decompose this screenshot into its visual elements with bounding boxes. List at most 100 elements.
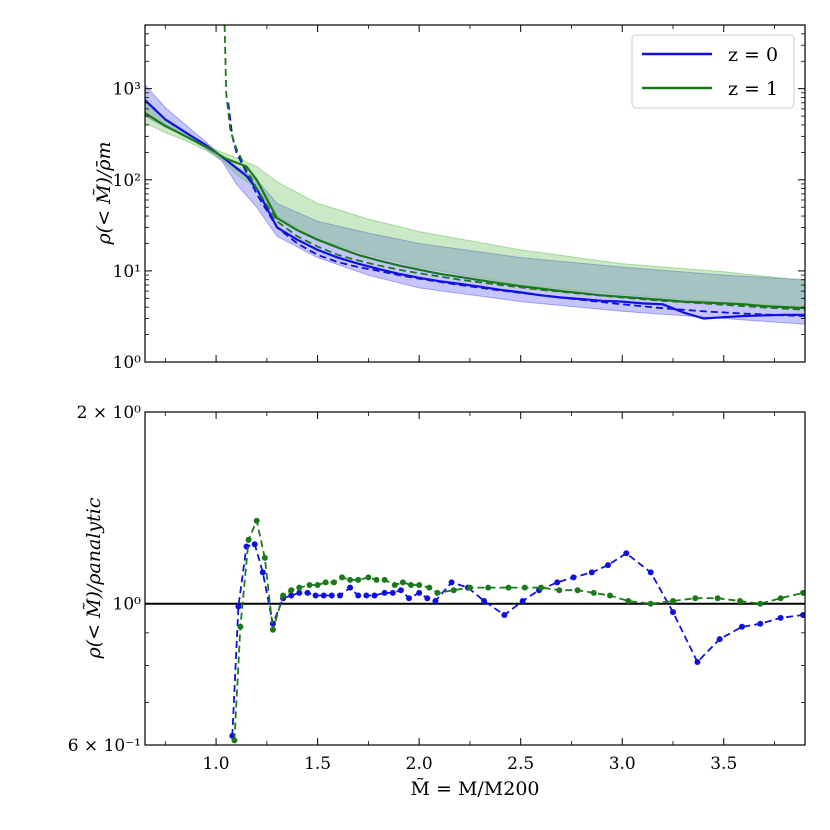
bottom-series-1-point [538,584,544,591]
bottom-series-0-point [432,598,439,604]
bottom-series-0-point [519,598,526,604]
bottom-series-1-point [556,587,563,594]
bottom-series-0-point [588,569,595,576]
bottom-series-1-point [261,554,268,561]
top-series-3 [223,25,805,311]
top-ylabel: ρ(< M̃)/ρ̄m [93,142,115,246]
bottom-series-0-point [800,612,805,618]
bottom-series-1-point [347,576,354,583]
bottom-series-0-point [605,562,611,569]
bottom-series-1-point [466,584,473,591]
bottom-series-1-point [757,600,764,607]
bottom-series-1-point [391,582,398,588]
bottom-series-0-point [251,541,258,548]
bottom-series-0-point [269,620,276,627]
bottom-series-0-point [371,592,378,599]
bottom-series-0-point [623,550,630,557]
bottom-series-0-point [337,592,343,599]
bottom-series-1-point [574,587,581,594]
bottom-series-1-point [339,574,345,581]
bottom-series-1-point [434,589,441,596]
bottom-series-1-point [450,587,457,594]
bottom-series-0-point [389,589,396,596]
bottom-series-0-point [406,595,412,602]
bottom-ratio-panel: 1.0 1.5 2.0 2.5 3.0 3.5 6 × 10⁻¹ 10⁰ 2 × 10⁰ ρ(<… [68,403,806,800]
band-z1 [145,102,805,308]
bottom-series-1-point [355,576,362,583]
bottom-series-1-point [692,595,699,602]
bottom-series-0-point [757,620,764,627]
bottom-series-0-point [716,636,723,643]
bottom-series-1-point [426,584,433,591]
bottom-series-1-point [485,584,492,591]
bottom-series-0-point [501,612,508,618]
bottom-series-0-point [296,589,303,596]
bottom-series-0-point [694,659,701,665]
bottom-series-1-point [381,576,388,583]
bottom-series-0-point [416,589,423,596]
bottom-series-1-point [777,595,784,602]
bottom-series-1-point [288,587,295,594]
bottom-series-0-point [777,614,784,621]
bottom-series-1-point [245,536,252,543]
bottom-series-0-point [259,569,266,576]
bottom-series-0-point [554,579,561,586]
bottom-series-0-point [481,598,488,604]
bottom-series-1-point [231,737,238,744]
bottom-series-0-point [570,574,577,581]
bottom-series-0-point [448,579,455,586]
bottom-series-0-point [304,589,311,596]
bottom-ylabel: ρ(< M̃)/ρanalytic [83,497,105,659]
bottom-series-1-point [607,592,613,599]
bottom-series-1-point [521,584,528,591]
top-ytick-label-1: 10¹ [113,262,141,282]
top-density-panel: 10⁰ 10¹ 10² 10³ ρ(< M̃)/ρ̄m z = 0 z = 1 [93,24,806,373]
bottom-series-0-point [328,592,335,599]
bottom-series-0-point [363,592,370,599]
top-tick-layer: 10⁰ 10¹ 10² 10³ [113,25,805,373]
bottom-series-0-point [739,623,745,630]
bottom-ytick-label-2: 2 × 10⁰ [77,403,141,423]
bottom-series-0-point [397,587,404,594]
top-axes-frame [144,24,806,363]
bottom-series-1-point [306,582,313,588]
bottom-tick-layer: 1.0 1.5 2.0 2.5 3.0 3.5 6 × 10⁻¹ 10⁰ 2 × 10⁰ [68,403,805,774]
top-series-2 [227,102,805,317]
bottom-series-0 [231,543,804,736]
x-axis-label: M̃ = M/M200 [410,778,539,800]
bottom-ytick-label-0: 6 × 10⁻¹ [68,736,141,756]
xtick-label-1: 1.5 [304,754,331,774]
bottom-series-1-point [314,582,321,588]
xtick-label-5: 3.5 [710,754,737,774]
bottom-series-1-point [800,589,805,596]
legend-z1-label: z = 1 [728,78,778,100]
top-ytick-label-2: 10² [113,171,141,191]
bottom-series-1-point [416,582,423,588]
top-line-layer [145,25,805,320]
xtick-label-0: 1.0 [203,754,230,774]
bottom-series-1-point [625,598,632,604]
bottom-series-1-point [408,582,414,588]
bottom-axes-frame [144,411,806,746]
bottom-series-1-point [373,576,380,583]
xtick-label-2: 2.0 [406,754,433,774]
bottom-line-layer [145,517,805,744]
bottom-series-1-point [253,517,260,524]
bottom-ytick-label-1: 10⁰ [113,595,142,615]
top-series-1 [145,112,805,310]
bottom-series-1-point [670,598,676,604]
bottom-series-0-point [424,595,431,602]
bottom-series-0-point [670,609,676,616]
bottom-series-0-point [647,569,654,576]
xtick-label-3: 2.5 [507,754,534,774]
bottom-series-1-point [280,592,287,599]
bottom-series-1-point [505,584,512,591]
bottom-series-0-point [355,592,362,599]
bottom-series-0-point [381,589,388,596]
top-ytick-label-3: 10³ [113,80,141,100]
bottom-series-1-point [590,589,597,596]
bottom-series-0-point [235,603,242,610]
bottom-series-1-point [647,600,654,607]
bottom-series-0-point [288,592,295,599]
